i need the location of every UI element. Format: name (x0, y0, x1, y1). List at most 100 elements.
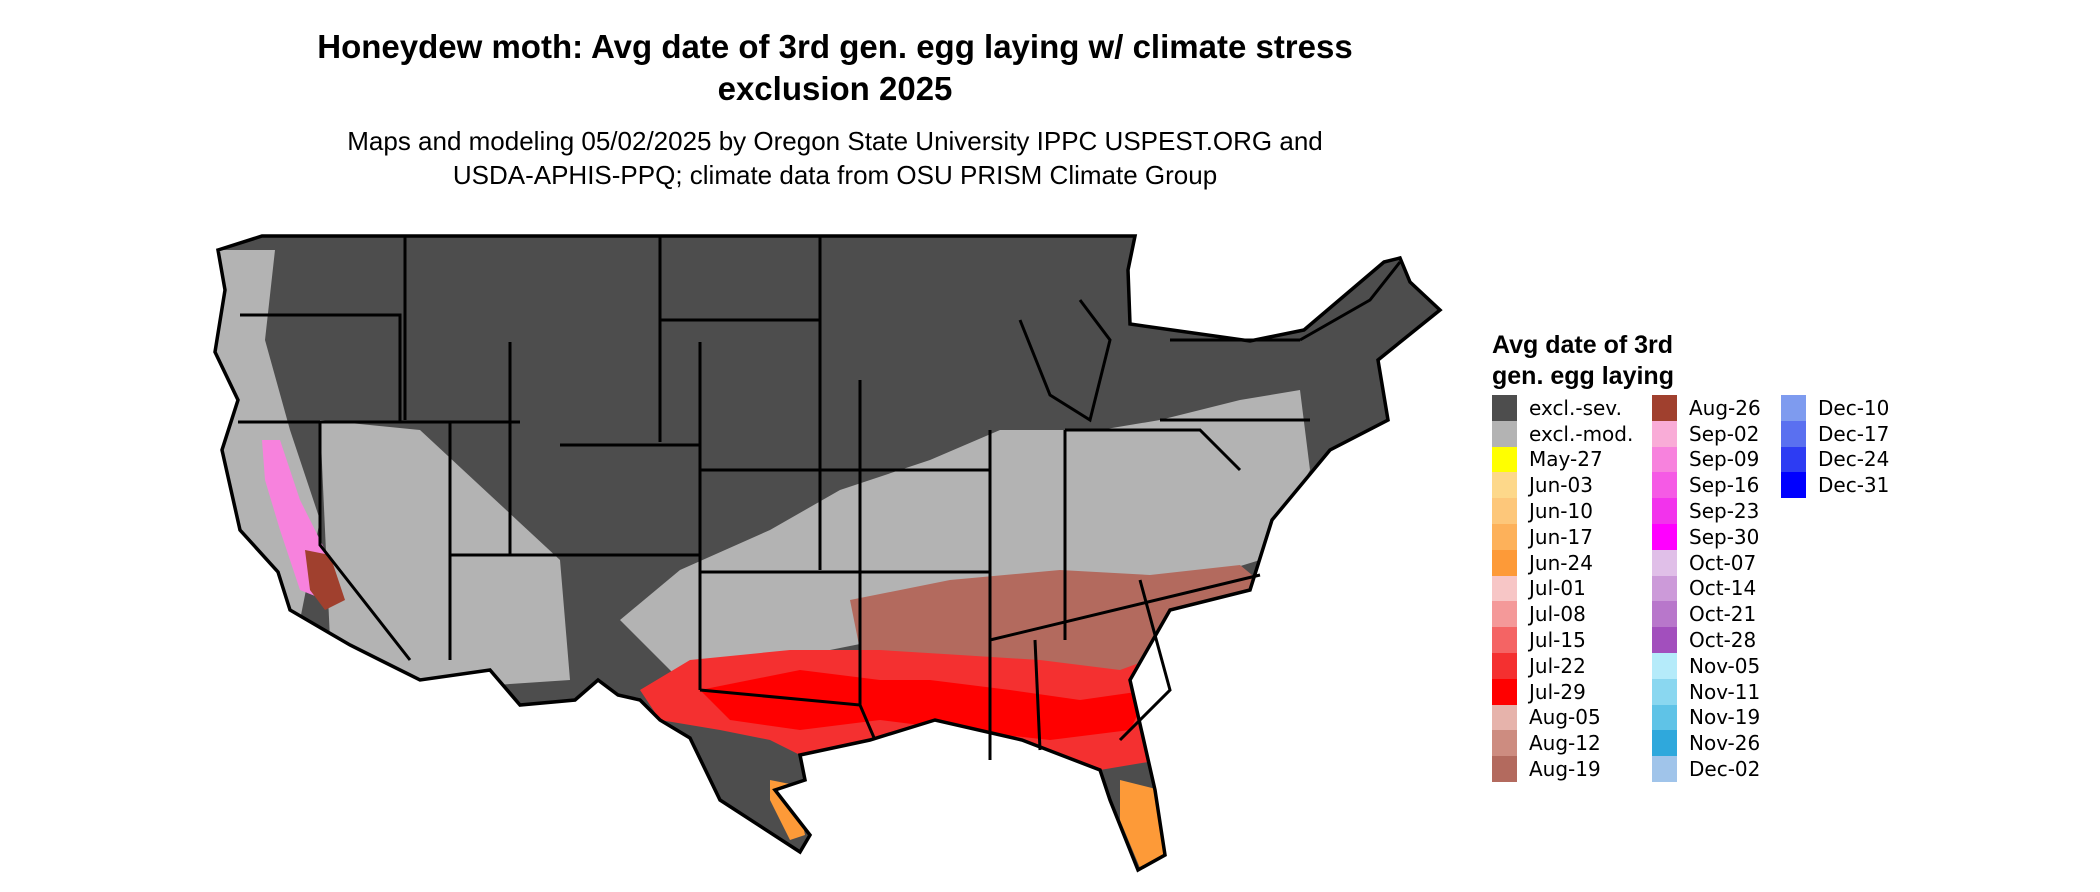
boundary-south-1 (989, 573, 1261, 642)
legend-label: excl.-sev. (1529, 395, 1622, 420)
legend-label: Oct-14 (1689, 576, 1757, 601)
legend-swatch (1781, 446, 1806, 473)
legend-swatch (1652, 446, 1677, 473)
legend-item: Sep-09 (1652, 446, 1761, 473)
legend-label: excl.-mod. (1529, 421, 1634, 446)
legend-swatch (1492, 420, 1517, 447)
legend-swatch (1492, 498, 1517, 524)
legend-swatch (1652, 575, 1677, 602)
legend-label: Sep-30 (1689, 524, 1760, 549)
legend-item: Oct-21 (1652, 601, 1761, 628)
legend-item: Sep-23 (1652, 498, 1761, 524)
legend-label: Jun-10 (1529, 499, 1593, 524)
legend-swatch (1492, 395, 1517, 421)
map-title-line-2: exclusion 2025 (717, 70, 953, 107)
boundary-texas (699, 688, 877, 741)
legend-label: Oct-21 (1689, 602, 1757, 627)
legend-item: Nov-11 (1652, 678, 1761, 705)
legend-item: Aug-26 (1652, 395, 1761, 421)
legend-swatch (1652, 704, 1677, 731)
legend-swatch (1652, 523, 1677, 550)
legend-label: Jun-24 (1529, 550, 1593, 575)
legend-swatch (1492, 523, 1517, 550)
legend-item: Oct-14 (1652, 575, 1761, 602)
boundary-south-2 (1118, 579, 1172, 742)
legend-item: Aug-12 (1492, 730, 1633, 757)
boundary-northeast-1 (1299, 261, 1402, 342)
legend-swatch (1781, 395, 1806, 421)
legend-swatch (1652, 395, 1677, 421)
legend-item: Nov-05 (1652, 652, 1761, 679)
legend-label: Dec-17 (1818, 421, 1890, 446)
legend-item: Jun-03 (1492, 472, 1633, 499)
legend-swatch (1652, 498, 1677, 524)
legend-swatch (1492, 678, 1517, 705)
legend-title-line-1: Avg date of 3rd (1492, 331, 1674, 359)
legend-swatch (1492, 652, 1517, 679)
legend-swatch (1492, 730, 1517, 757)
legend-label: Oct-07 (1689, 550, 1757, 575)
us-map (213, 234, 1442, 872)
legend-swatch (1492, 549, 1517, 576)
legend-item: Jun-17 (1492, 523, 1633, 550)
boundary-west-4 (318, 422, 412, 661)
legend-swatch (1652, 678, 1677, 705)
legend-item: Jun-24 (1492, 549, 1633, 576)
legend-swatch (1652, 730, 1677, 757)
state-boundaries (238, 236, 1402, 760)
legend-label: Nov-05 (1689, 653, 1761, 678)
region-excl-mod-west-coast (215, 250, 320, 620)
legend-label: Dec-31 (1818, 473, 1890, 498)
legend-swatch (1492, 756, 1517, 782)
map-title: Honeydew moth: Avg date of 3rd gen. egg … (200, 26, 1470, 110)
legend-item: Oct-28 (1652, 627, 1761, 653)
legend-item: Dec-10 (1781, 395, 1889, 421)
region-aug-26-central-valley (305, 550, 345, 610)
legend-item: Jul-01 (1492, 575, 1633, 602)
legend-swatch (1652, 472, 1677, 499)
map-subtitle-line-2: USDA-APHIS-PPQ; climate data from OSU PR… (452, 160, 1218, 190)
map-subtitle: Maps and modeling 05/02/2025 by Oregon S… (200, 124, 1470, 192)
legend-label: Jun-03 (1529, 473, 1593, 498)
legend-swatch (1781, 420, 1806, 447)
legend-label: Aug-12 (1529, 731, 1601, 756)
legend-item: Aug-05 (1492, 704, 1633, 731)
legend-swatch (1492, 446, 1517, 473)
legend-swatch (1492, 601, 1517, 628)
boundary-west-1 (240, 313, 402, 422)
legend-column-2: Aug-26 Sep-02 Sep-09 Sep-16 Sep-23 Sep-30 Oct-… (1652, 395, 1761, 782)
boundary-plains-5 (660, 318, 822, 380)
map-subtitle-line-1: Maps and modeling 05/02/2025 by Oregon S… (347, 126, 1323, 156)
legend-item: Jul-15 (1492, 627, 1633, 653)
legend-item: Nov-26 (1652, 730, 1761, 757)
region-excl-mod-south (620, 390, 1310, 680)
legend-item: Dec-02 (1652, 756, 1761, 782)
legend-swatch (1492, 704, 1517, 731)
legend-item: Dec-31 (1781, 472, 1890, 499)
legend-item: Sep-16 (1652, 472, 1761, 499)
legend-label: Jul-08 (1529, 602, 1586, 627)
legend-swatch (1492, 627, 1517, 653)
legend-item: Sep-30 (1652, 523, 1761, 550)
legend-item: excl.-sev. (1492, 395, 1633, 421)
legend-label: Dec-02 (1689, 757, 1761, 782)
legend-label: Oct-28 (1689, 628, 1757, 653)
legend-swatch (1492, 472, 1517, 499)
legend-label: Aug-05 (1529, 705, 1601, 730)
legend-swatch (1652, 420, 1677, 447)
map-regions (215, 236, 1440, 870)
legend-item: excl.-mod. (1492, 420, 1634, 447)
legend-label: Dec-10 (1818, 395, 1890, 420)
map-title-line-1: Honeydew moth: Avg date of 3rd gen. egg … (317, 28, 1353, 65)
legend-label: Sep-02 (1689, 421, 1760, 446)
boundary-east-1 (1065, 428, 1242, 472)
legend-item: Sep-02 (1652, 420, 1761, 447)
legend-label: Jul-15 (1529, 628, 1586, 653)
legend-item: Jul-08 (1492, 601, 1633, 628)
legend-column-3: Dec-10 Dec-17 Dec-24 Dec-31 (1781, 395, 1890, 499)
boundary-great-lakes (1018, 299, 1112, 423)
legend-item: Nov-19 (1652, 704, 1761, 731)
legend-label: Sep-09 (1689, 447, 1760, 472)
legend-item: May-27 (1492, 446, 1633, 473)
legend-column-1: excl.-sev. excl.-mod. May-27 Jun-03 Jun-10 Ju… (1492, 395, 1633, 782)
